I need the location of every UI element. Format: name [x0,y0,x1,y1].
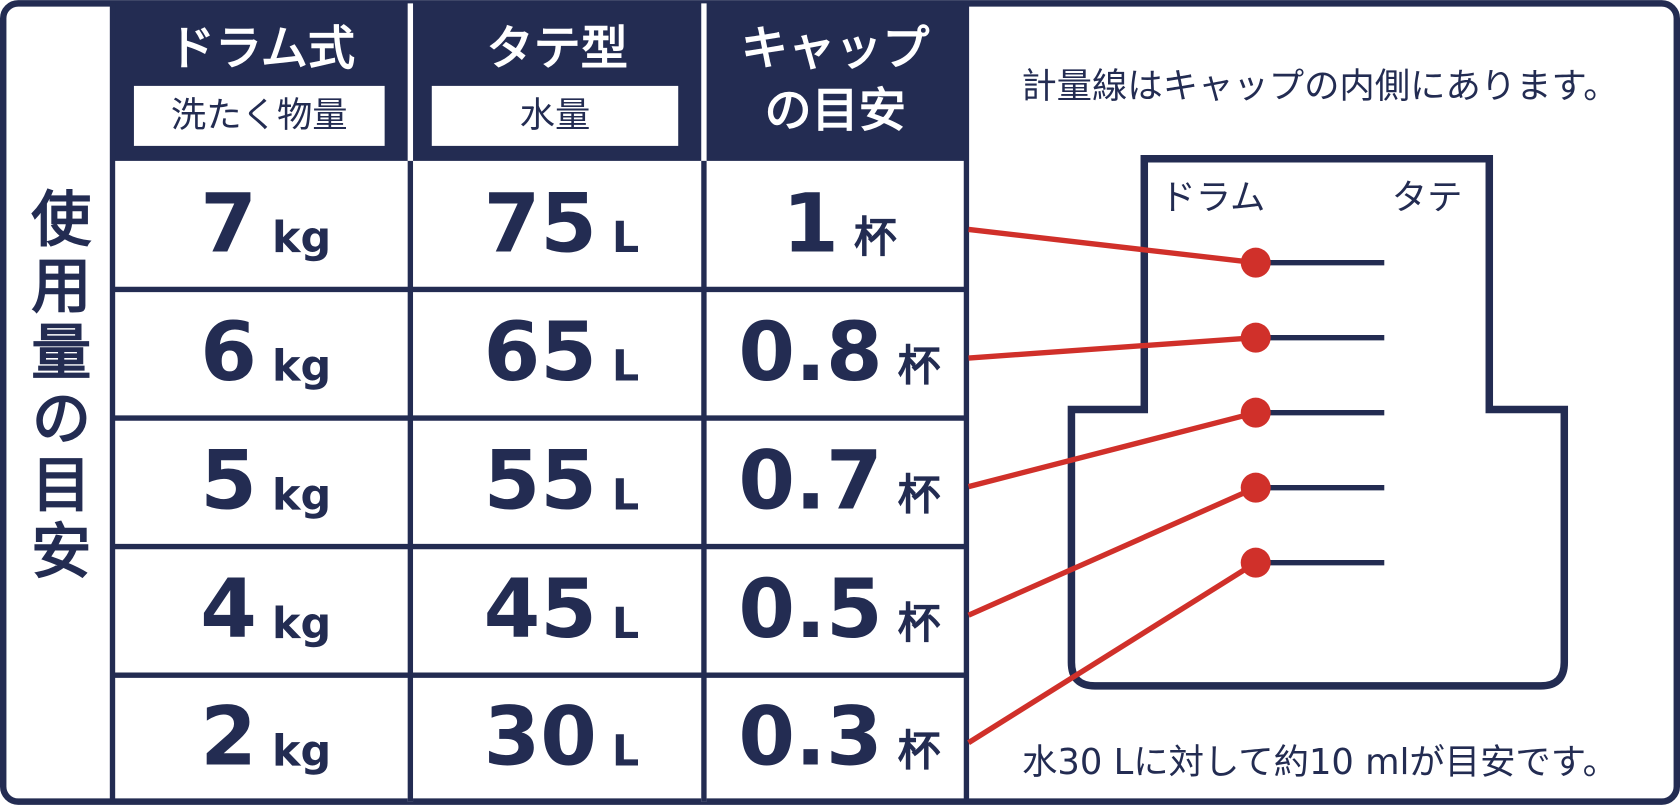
header-title: ドラム式 [168,22,355,77]
cell-unit: kg [272,341,331,391]
cell-value: 30 [484,690,597,785]
cap-outline [1067,155,1569,690]
header-subtitle: 水量 [520,95,591,136]
cell: 45 L [484,563,640,658]
cell-value: 4 [200,563,257,658]
measure-dot [1240,397,1271,428]
tate-label: タテ [1392,177,1463,218]
diagram-footer: 水30 Lに対して約10 mlが目安です。 [1022,742,1618,783]
diagram-note: 計量線はキャップの内側にあります。 [1021,66,1618,107]
cell: 0.3 杯 [738,690,940,785]
cell-value: 0.3 [738,690,882,785]
cell-value: 0.7 [738,434,882,529]
cell: 0.8 杯 [738,305,940,400]
cell: 65 L [484,305,640,400]
cell: 4 kg [200,563,331,658]
cell-unit: kg [272,213,331,263]
cell-value: 65 [484,305,597,400]
cell-value: 7 [200,177,257,272]
cell-unit: 杯 [898,470,941,520]
cell: 5 kg [200,434,331,529]
cell-unit: L [612,213,639,263]
subtitle-box [431,85,679,146]
leader-line [968,335,1256,361]
header-title: の目安 [764,84,905,139]
cell-unit: L [612,470,639,520]
cell-value: 0.8 [738,305,882,400]
cell: 7 kg [200,177,331,272]
side-label: 使用量の目安 [21,187,91,586]
cell: 0.7 杯 [738,434,940,529]
cell: 0.5 杯 [738,563,940,658]
cell: 2 kg [200,690,331,785]
cell-unit: kg [272,470,331,520]
leader-line [967,410,1257,490]
leader-line [967,485,1257,618]
cell-value: 1 [782,177,839,272]
measure-dot [1240,247,1271,278]
cell: 55 L [484,434,640,529]
cell-value: 2 [200,690,257,785]
cell-value: 0.5 [738,563,882,658]
cell-value: 5 [200,434,257,529]
cell: 75 L [484,177,640,272]
cell-unit: L [612,726,639,776]
cell-value: 6 [200,305,257,400]
drum-label: ドラム [1160,177,1265,218]
cell-unit: kg [272,598,331,648]
grid [109,3,970,802]
cell-unit: 杯 [898,726,941,776]
leader-line [968,226,1257,266]
measure-dot [1240,547,1271,578]
measure-dot [1240,472,1271,503]
cell-unit: kg [272,726,331,776]
cell-value: 55 [484,434,597,529]
header-title: キャップ [741,22,930,77]
cell-unit: L [612,598,639,648]
cell: 6 kg [200,305,331,400]
cell-unit: 杯 [854,213,897,263]
cell: 30 L [484,690,640,785]
header-subtitle: 洗たく物量 [171,95,348,136]
cell-unit: 杯 [898,341,941,391]
subtitle-box [133,85,385,146]
cell-unit: L [612,341,639,391]
leader-line [967,560,1258,745]
measure-dot [1240,322,1271,353]
header-title: タテ型 [486,22,627,77]
cell-value: 45 [484,563,597,658]
cell-value: 75 [484,177,597,272]
cell-unit: 杯 [898,598,941,648]
